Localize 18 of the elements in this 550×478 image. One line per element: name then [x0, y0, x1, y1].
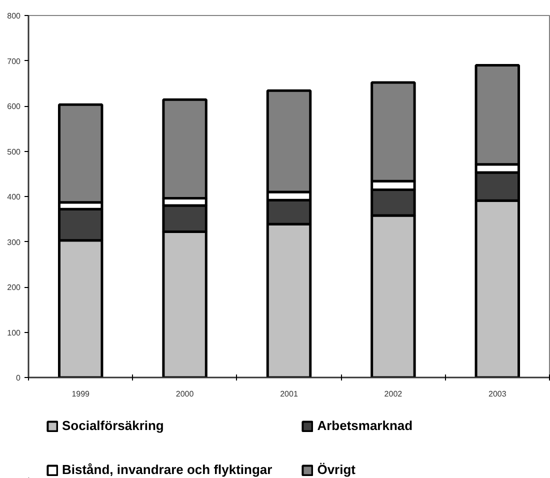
y-tick-label: 600 [7, 102, 22, 111]
y-tick-label: 400 [7, 192, 22, 202]
legend-label: Arbetsmarknad [317, 418, 414, 433]
y-tick-label: 200 [7, 283, 22, 292]
x-tick-label: 2003 [488, 390, 507, 398]
legend-label: Socialförsäkring [62, 418, 164, 433]
x-tick-label: 2000 [176, 390, 194, 398]
legend-label: Övrigt [317, 462, 357, 477]
x-tick-label: 2001 [280, 390, 298, 398]
y-tick-label: 100 [7, 328, 22, 338]
x-tick-label: 1999 [72, 390, 90, 398]
y-tick-label: 700 [7, 56, 22, 66]
x-tick-label: 2002 [384, 390, 403, 398]
y-tick-label: 800 [7, 12, 22, 20]
y-tick-label: 300 [7, 238, 22, 247]
y-tick-label: 500 [7, 147, 22, 156]
legend-label: Bistånd, invandrare och flyktingar [62, 462, 272, 477]
y-tick-label: 0 [16, 374, 22, 382]
